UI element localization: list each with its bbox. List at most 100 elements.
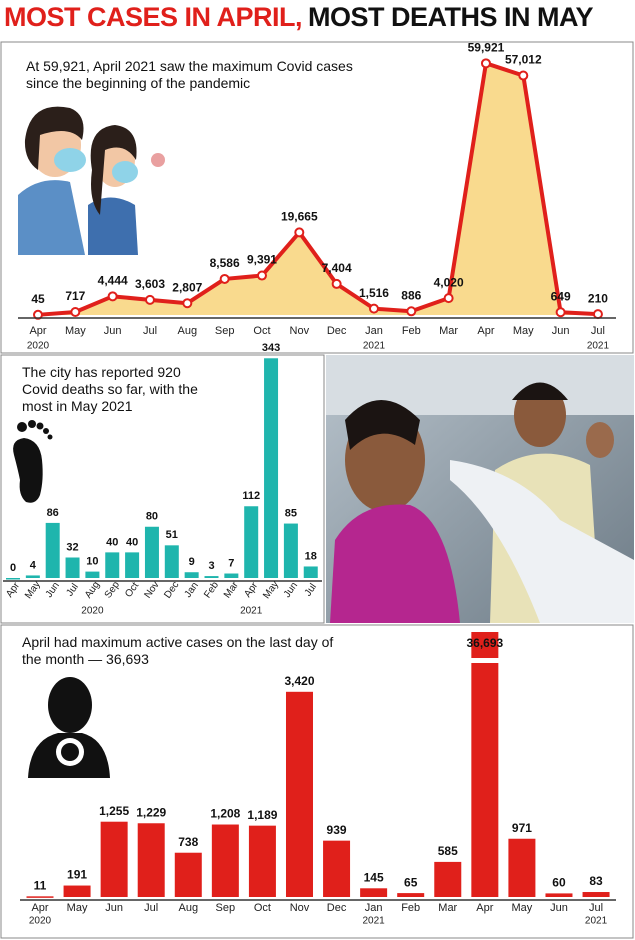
point [70,306,81,317]
headline-part: MOST CASES IN APRIL, [4,2,303,32]
data-label: 1,255 [99,804,129,818]
x-tick-label: Jun [44,580,62,600]
bars [26,632,610,898]
x-tick-label: Jun [105,902,123,914]
bar [45,522,60,578]
x-tick-label: Mar [439,325,458,337]
photo [326,355,634,623]
data-label: 7,404 [322,261,352,275]
x-tick-label: Sep [103,579,122,600]
data-label: 51 [166,529,178,541]
data-label: 40 [126,536,138,548]
data-label: 1,516 [359,286,389,300]
data-label: 210 [588,291,608,305]
annotation: April had maximum active cases on the la… [22,634,334,667]
bar [137,823,165,897]
annotation: The city has reported 920 Covid deaths s… [22,364,198,414]
point [518,70,529,81]
bar [397,893,425,897]
x-tick-label: Jul [589,902,603,914]
year-label: 2021 [585,916,608,927]
data-label: 4 [30,559,37,571]
bar [283,523,298,578]
bar [360,888,388,897]
x-tick-label: Mar [438,902,457,914]
x-tick-label: Feb [402,325,421,337]
x-tick-label: Jan [183,580,201,600]
data-label: 9 [189,556,195,568]
data-label: 18 [305,550,317,562]
data-label: 4,020 [434,275,464,289]
x-tick-label: Apr [476,902,493,914]
x-tick-label: Jan [365,902,383,914]
x-tick-label: Aug [178,325,198,337]
data-label: 40 [106,536,118,548]
x-tick-label: Jul [303,582,319,599]
x-tick-label: Oct [254,902,271,914]
x-tick-label: Apr [29,325,46,337]
data-label: 7 [228,557,234,569]
data-label: 59,921 [468,41,505,55]
x-tick-label: Jan [365,325,383,337]
year-label: 2020 [27,341,50,352]
data-label: 11 [34,879,47,893]
panel-frame [0,41,634,354]
point [294,227,305,238]
bar [26,896,54,898]
x-tick-label: May [261,579,281,601]
point [256,270,267,281]
bar [471,632,499,898]
bar [125,552,140,578]
data-label: 4,444 [98,274,128,288]
year-label: 2020 [29,916,52,927]
x-tick-label: Dec [162,580,181,601]
data-label: 112 [242,490,260,502]
x-tick-label: Apr [4,580,22,600]
bar [224,573,239,578]
x-tick-label: Aug [83,580,102,601]
point [331,278,342,289]
x-tick-label: Sep [215,325,235,337]
bar [174,852,202,897]
data-label: 57,012 [505,53,542,67]
year-label: 2021 [240,606,263,617]
panel-frame [0,624,634,939]
data-label: 65 [404,875,418,889]
x-tick-label: Jun [104,325,122,337]
x-tick-label: May [512,902,533,914]
bar [244,506,259,578]
data-label: 649 [551,289,571,303]
year-label: 2020 [81,606,104,617]
x-tick-label: Nov [290,325,310,337]
headline: MOST CASES IN APRIL, MOST DEATHS IN MAY [4,2,594,33]
bar [164,545,179,578]
data-label: 886 [401,288,421,302]
data-label: 2,807 [172,280,202,294]
line [37,61,599,317]
data-label: 1,229 [136,805,166,819]
data-label: 83 [589,874,603,888]
data-label: 1,208 [210,807,240,821]
data-label: 45 [31,292,45,306]
point [182,298,193,309]
x-tick-label: Oct [123,580,141,599]
bar [211,824,239,897]
data-label: 86 [47,507,59,519]
bars [6,358,318,580]
x-tick-label: Jul [64,582,80,599]
x-tick-label: Dec [327,902,347,914]
x-tick-label: Jun [282,580,300,600]
bar [144,526,159,578]
x-tick-label: May [67,902,88,914]
bar [264,358,279,578]
point [406,306,417,317]
point [107,291,118,302]
data-label: 3,603 [135,277,165,291]
bar [6,578,20,580]
data-label: 85 [285,507,297,519]
bar [545,893,573,897]
x-tick-label: Jun [550,902,568,914]
data-label: 145 [364,870,384,884]
bar-break [470,658,500,663]
